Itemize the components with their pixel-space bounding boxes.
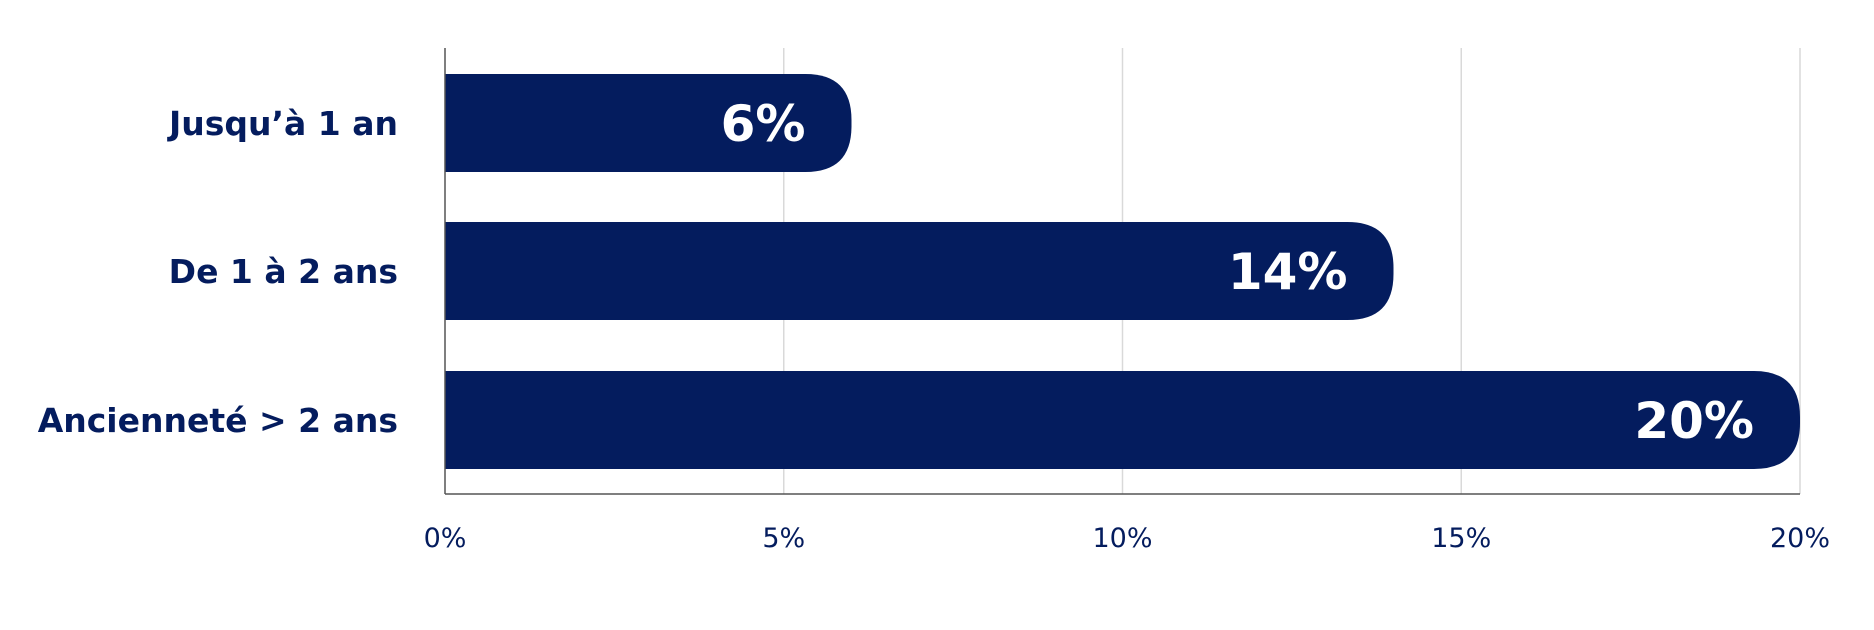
bar-3 bbox=[445, 371, 1800, 469]
bar-1 bbox=[445, 74, 852, 172]
bars bbox=[445, 74, 1800, 469]
x-tick-label-15: 15% bbox=[1431, 523, 1491, 554]
data-label-1: 6% bbox=[721, 95, 806, 153]
category-labels: Jusqu’à 1 an De 1 à 2 ans Ancienneté > 2 a… bbox=[38, 104, 398, 440]
x-tick-labels: 0% 5% 10% 15% 20% bbox=[424, 523, 1830, 554]
data-labels: 6% 14% 20% bbox=[721, 95, 1754, 450]
axes bbox=[444, 48, 1800, 495]
category-label-3: Ancienneté > 2 ans bbox=[38, 401, 398, 440]
x-tick-label-10: 10% bbox=[1092, 523, 1152, 554]
x-tick-label-20: 20% bbox=[1770, 523, 1830, 554]
category-label-1: Jusqu’à 1 an bbox=[167, 104, 398, 143]
x-tick-label-5: 5% bbox=[762, 523, 805, 554]
data-label-2: 14% bbox=[1228, 243, 1348, 301]
bar-2 bbox=[445, 222, 1394, 320]
category-label-2: De 1 à 2 ans bbox=[169, 252, 398, 291]
data-label-3: 20% bbox=[1634, 392, 1754, 450]
x-tick-label-0: 0% bbox=[424, 523, 467, 554]
